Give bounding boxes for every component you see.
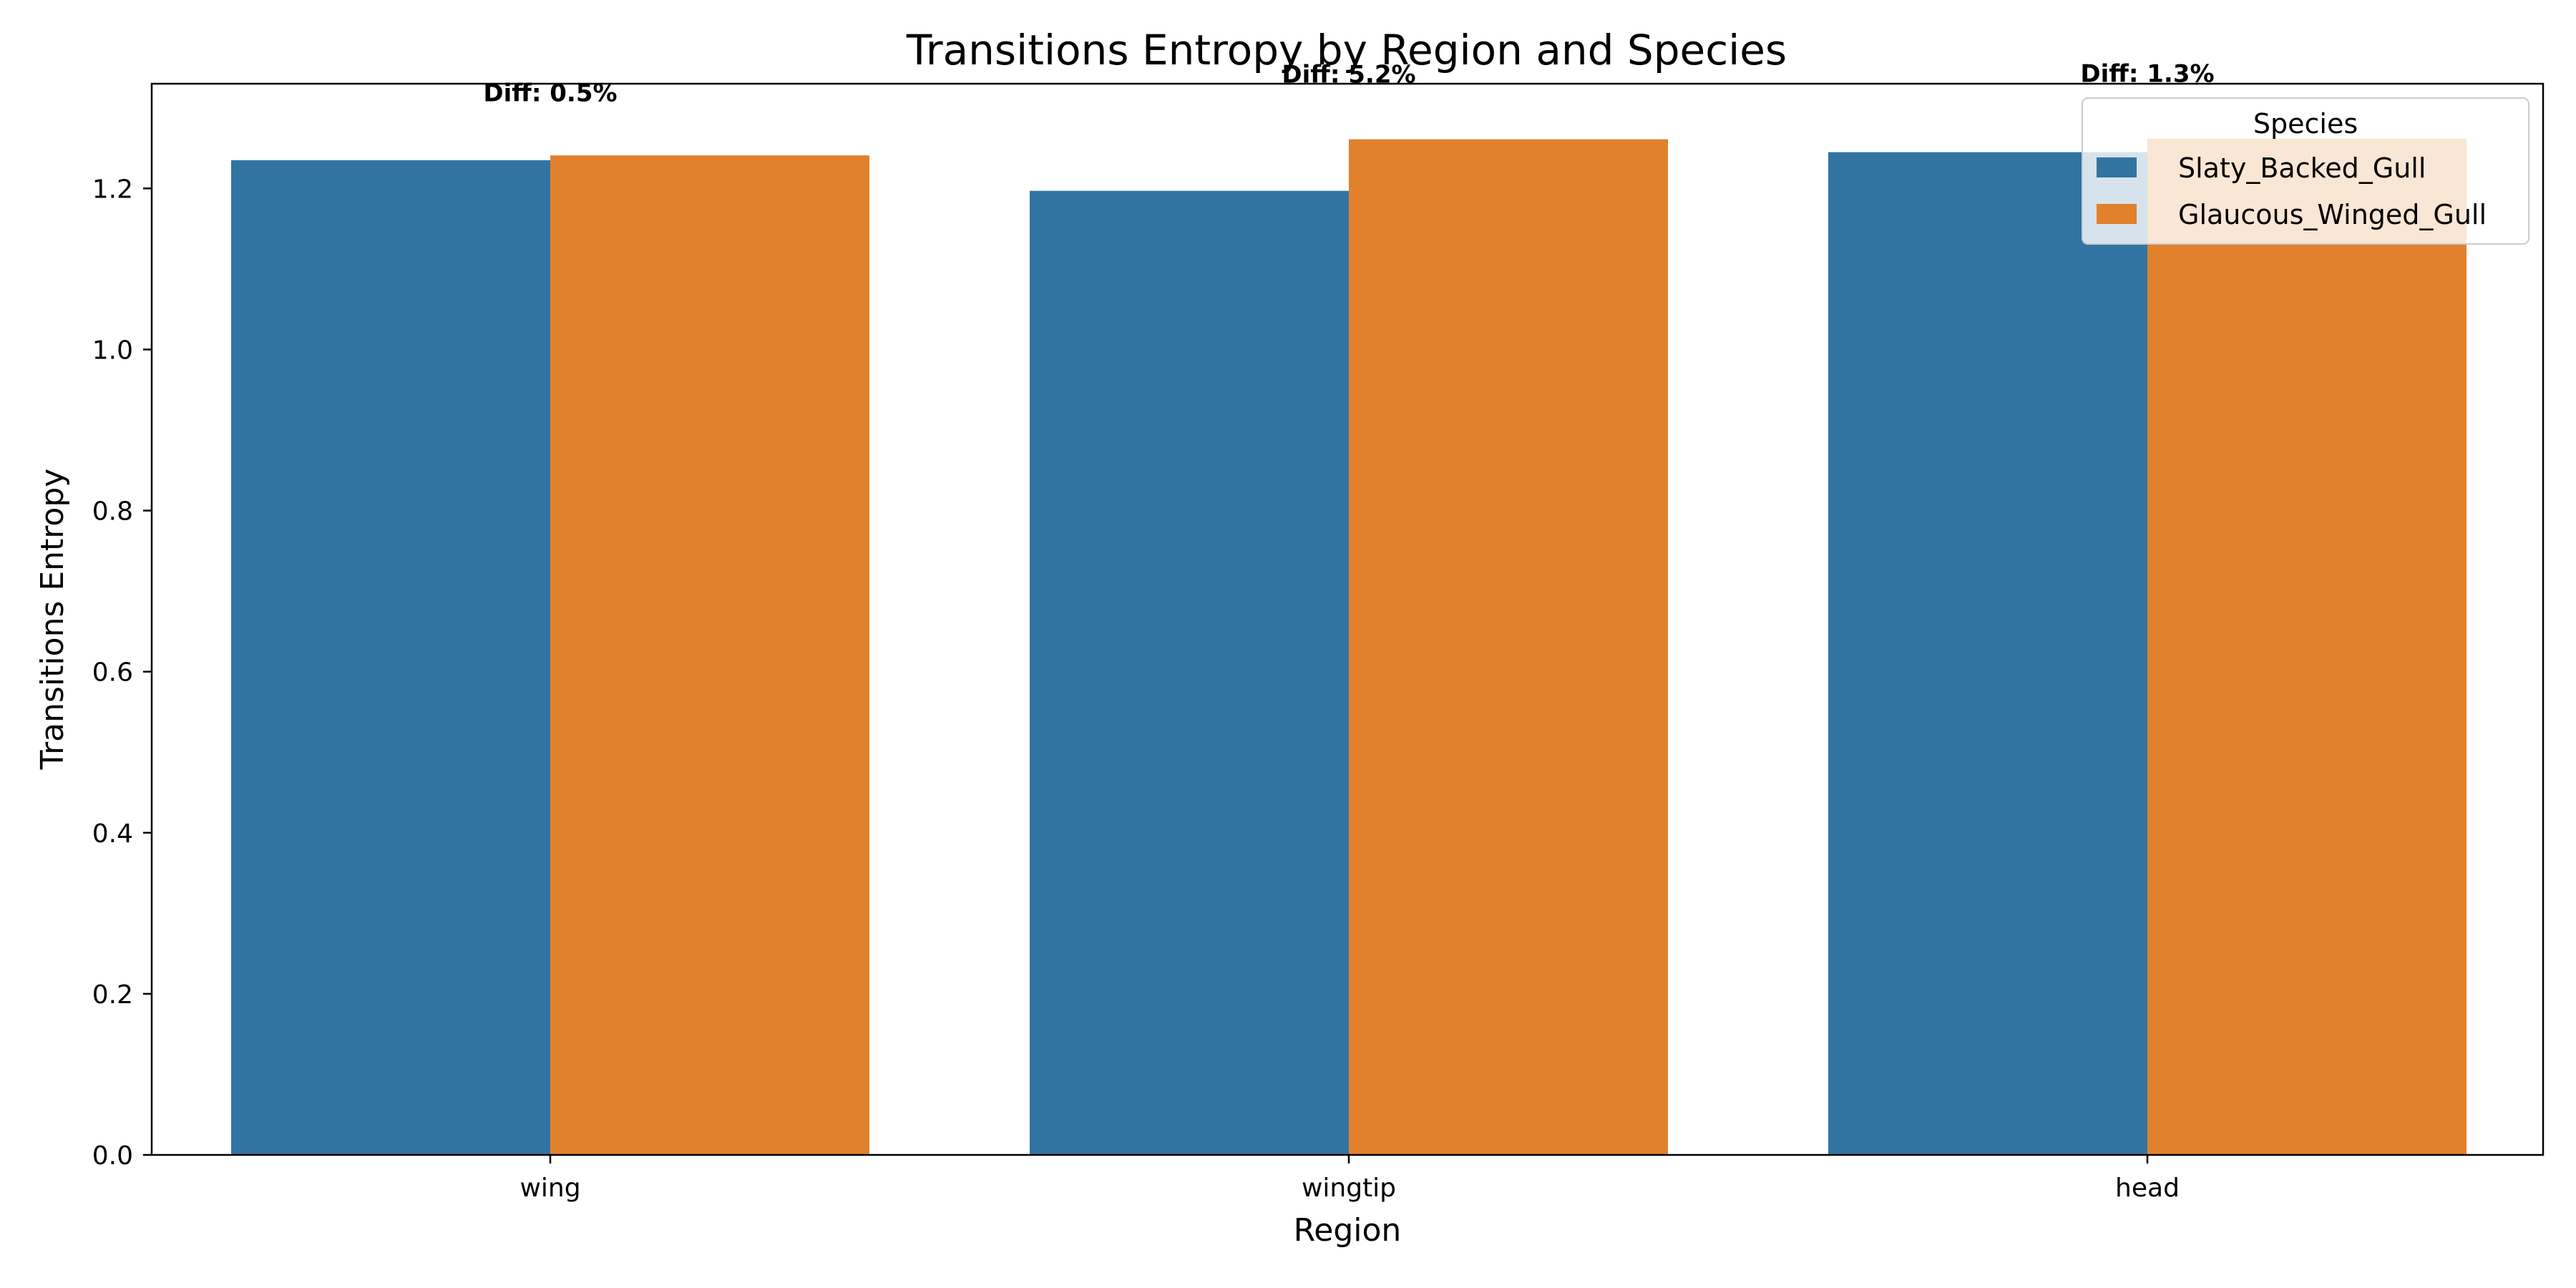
x-axis: wing wingtip head — [519, 1155, 2180, 1203]
y-tick-label: 0.4 — [92, 819, 133, 849]
bar-wing-slaty-backed-gull — [231, 160, 550, 1155]
bars — [231, 138, 2467, 1156]
bar-head-glaucous-winged-gull — [2147, 138, 2467, 1156]
x-tick-label-wing: wing — [519, 1174, 580, 1203]
legend-label-slaty-backed-gull: Slaty_Backed_Gull — [2178, 152, 2426, 184]
bar-wingtip-slaty-backed-gull — [1030, 190, 1349, 1156]
bar-wing-glaucous-winged-gull — [550, 155, 869, 1156]
bar-wingtip-glaucous-winged-gull — [1349, 139, 1668, 1155]
y-tick-label: 0.2 — [92, 980, 133, 1010]
legend: Species Slaty_Backed_Gull Glaucous_Winge… — [2082, 97, 2529, 245]
x-tick-label-wingtip: wingtip — [1302, 1174, 1396, 1203]
y-tick-label: 0.0 — [92, 1141, 133, 1171]
legend-label-glaucous-winged-gull: Glaucous_Winged_Gull — [2178, 199, 2487, 230]
y-axis: 0.0 0.2 0.4 0.6 0.8 1.0 1.2 — [92, 175, 152, 1171]
legend-swatch-glaucous-winged-gull — [2097, 204, 2137, 224]
y-tick-label: 1.0 — [92, 336, 133, 365]
bar-head-slaty-backed-gull — [1828, 152, 2147, 1155]
legend-title: Species — [2253, 108, 2358, 140]
chart-title: Transitions Entropy by Region and Specie… — [906, 26, 1787, 74]
legend-box — [2082, 97, 2529, 245]
y-tick-label: 0.8 — [92, 497, 133, 527]
x-tick-label-head: head — [2115, 1174, 2180, 1203]
y-tick-label: 0.6 — [92, 658, 133, 688]
x-axis-title: Region — [1294, 1212, 1402, 1249]
plot-frame — [150, 82, 2545, 1156]
y-axis-title: Transitions Entropy — [34, 469, 71, 771]
y-tick-label: 1.2 — [92, 175, 133, 204]
legend-swatch-slaty-backed-gull — [2097, 157, 2137, 177]
annotation-wingtip: Diff: 5.2% — [1282, 60, 1415, 89]
